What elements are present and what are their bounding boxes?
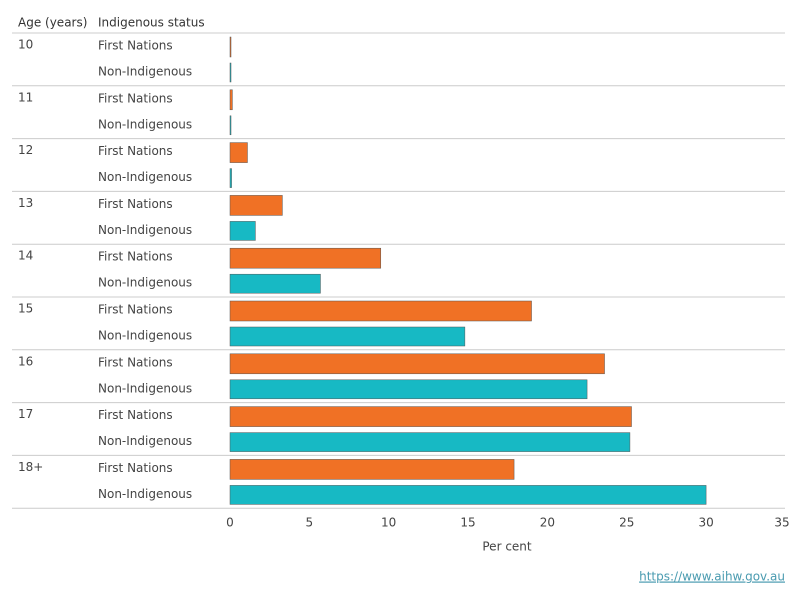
age-label: 15 [18,302,33,316]
bar [229,142,248,163]
status-label: Non-Indigenous [98,223,192,237]
bar [229,195,283,216]
x-axis-label: Per cent [482,540,532,554]
x-tick-label: 15 [460,516,475,530]
status-label: First Nations [98,303,173,317]
bar [229,300,532,322]
age-label: 12 [18,143,33,157]
status-label: Non-Indigenous [98,381,192,395]
age-label: 17 [18,407,33,421]
source-link[interactable]: https://www.aihw.gov.au [639,570,785,584]
bar [229,326,466,347]
bar [229,247,382,269]
x-tick-label: 20 [540,516,555,530]
x-tick-label: 25 [619,516,634,530]
status-label: Non-Indigenous [98,170,192,184]
status-label: First Nations [98,355,173,369]
x-tick-label: 30 [698,516,713,530]
bar [229,485,707,505]
status-label: Non-Indigenous [98,487,192,501]
status-label: First Nations [98,408,173,422]
status-label: First Nations [98,250,173,264]
status-label: Non-Indigenous [98,65,192,79]
x-tick-label: 5 [306,516,314,530]
age-label: 14 [18,249,33,263]
status-label: First Nations [98,197,173,211]
status-label: Non-Indigenous [98,329,192,343]
bar [229,459,515,480]
status-label: First Nations [98,91,173,105]
row-header: Age (years) [18,16,87,30]
age-label: 16 [18,354,33,368]
status-label: First Nations [98,39,173,53]
series-header: Indigenous status [98,16,205,30]
age-label: 11 [18,90,33,104]
bar [229,406,632,427]
x-tick-label: 0 [226,516,234,530]
status-label: Non-Indigenous [98,434,192,448]
age-label: 13 [18,196,33,210]
age-label: 10 [18,38,33,52]
bar [229,221,256,241]
status-label: Non-Indigenous [98,276,192,290]
status-label: First Nations [98,144,173,158]
x-tick-label: 35 [774,516,789,530]
bar [229,353,605,375]
bar [229,36,232,58]
status-label: Non-Indigenous [98,117,192,131]
bar [229,89,233,111]
status-label: First Nations [98,461,173,475]
bar [229,379,588,400]
bar [229,273,321,294]
x-tick-label: 10 [381,516,396,530]
bar [229,62,232,83]
bar [229,115,232,136]
bar [229,168,232,188]
bar [229,432,631,452]
age-label: 18+ [18,460,43,474]
